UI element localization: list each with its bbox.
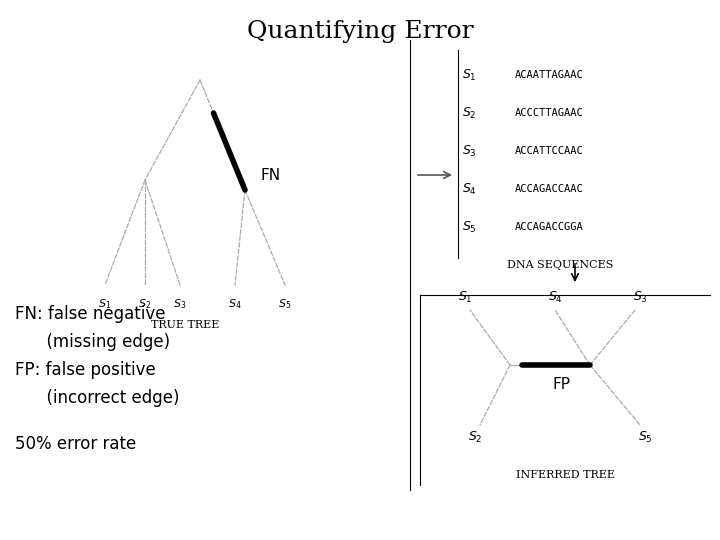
Text: $S_1$: $S_1$ — [99, 297, 112, 311]
Text: $S_5$: $S_5$ — [638, 430, 652, 445]
Text: (missing edge): (missing edge) — [15, 333, 170, 351]
Text: FP: false positive: FP: false positive — [15, 361, 156, 379]
Text: ACCATTCCAAC: ACCATTCCAAC — [515, 146, 584, 156]
Text: Quantifying Error: Quantifying Error — [247, 20, 473, 43]
Text: $S_2$: $S_2$ — [138, 297, 152, 311]
Text: $S_1$: $S_1$ — [462, 68, 477, 83]
Text: $S_4$: $S_4$ — [462, 181, 477, 197]
Text: ACCCTTAGAAC: ACCCTTAGAAC — [515, 108, 584, 118]
Text: 50% error rate: 50% error rate — [15, 435, 136, 453]
Text: ACCAGACCGGA: ACCAGACCGGA — [515, 222, 584, 232]
Text: TRUE TREE: TRUE TREE — [150, 320, 219, 330]
Text: FP: FP — [552, 377, 570, 392]
Text: $S_2$: $S_2$ — [468, 430, 482, 445]
Text: FN: FN — [260, 167, 280, 183]
Text: FN: false negative: FN: false negative — [15, 305, 166, 323]
Text: $S_2$: $S_2$ — [462, 105, 477, 120]
Text: $S_5$: $S_5$ — [279, 297, 292, 311]
Text: ACAATTAGAAC: ACAATTAGAAC — [515, 70, 584, 80]
Text: DNA SEQUENCES: DNA SEQUENCES — [507, 260, 613, 270]
Text: (incorrect edge): (incorrect edge) — [15, 389, 179, 407]
Text: $S_1$: $S_1$ — [458, 290, 472, 305]
Text: ACCAGACCAAC: ACCAGACCAAC — [515, 184, 584, 194]
Text: $S_3$: $S_3$ — [174, 297, 186, 311]
Text: $S_4$: $S_4$ — [228, 297, 242, 311]
Text: $S_3$: $S_3$ — [633, 290, 647, 305]
Text: INFERRED TREE: INFERRED TREE — [516, 470, 614, 480]
Text: $S_5$: $S_5$ — [462, 219, 477, 234]
Text: $S_4$: $S_4$ — [547, 290, 562, 305]
Text: $S_3$: $S_3$ — [462, 144, 477, 159]
